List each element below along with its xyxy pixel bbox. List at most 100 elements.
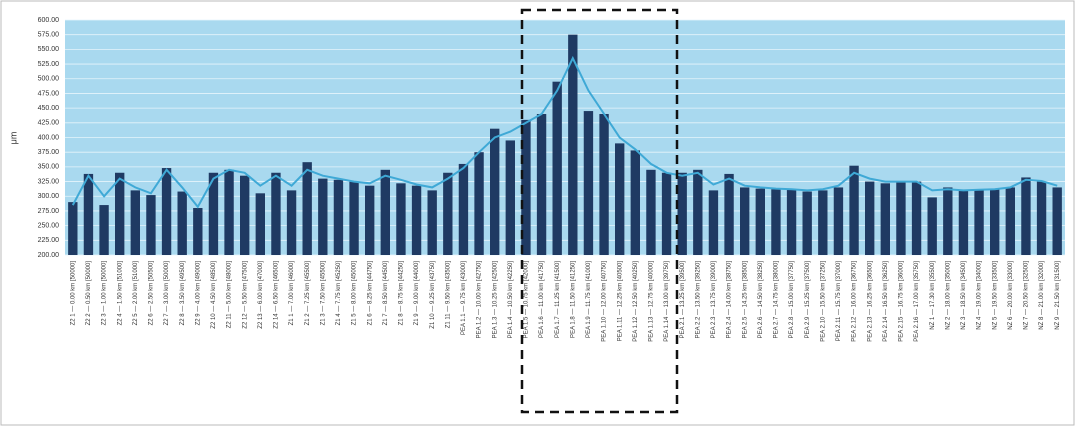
bar [568,34,578,255]
y-tick-label: 375.00 [38,149,60,156]
bar [365,185,375,255]
x-tick-label: PEA 1.6 — 11.00 km [41750] [539,261,545,338]
x-tick-label: Z2 3 — 1.00 km [50000] [102,261,108,326]
bar [490,128,500,255]
x-tick-label: Z1 10 — 9.25 km [43750] [430,261,436,329]
bar [318,178,328,255]
y-tick-label: 250.00 [38,222,60,229]
y-tick-label: 475.00 [38,90,60,97]
bar [1036,181,1047,255]
x-tick-label: PEA 1.2 — 10.00 km [42750] [477,261,483,339]
bar [443,172,453,255]
bar [583,111,594,255]
y-tick-label: 350.00 [38,164,60,171]
bar [505,140,515,255]
bar [255,193,265,255]
x-tick-label: Z2 14 — 6.50 km [46500] [274,261,280,329]
bar [99,205,109,255]
x-tick-label: PEA 1.5 — 10.75 km [42000] [524,261,530,339]
x-tick-label: PEA 1.8 — 11.50 km [41250] [570,261,576,338]
bar [411,185,422,255]
x-tick-label: PEA 2.10 — 15.50 km [37250] [820,261,826,342]
x-tick-label: NZ 3 — 18.50 km [34500] [961,261,967,330]
x-tick-label: Z2 5 — 2.00 km [51000] [133,261,139,326]
y-tick-label: 300.00 [38,193,60,200]
bar [802,191,812,255]
x-tick-label: Z1 4 — 7.75 km [45250] [336,261,342,326]
bar [224,169,234,255]
bar [771,189,781,255]
x-tick-label: PEA 1.9 — 11.75 km [41000] [586,261,592,338]
bar [615,143,625,255]
trend-line [71,55,1058,209]
bar [693,169,703,255]
bar [380,169,390,255]
y-tick-label: 500.00 [38,76,60,83]
bar [1021,177,1031,255]
bar [177,191,187,255]
x-tick-label: PEA 2.2 — 13.50 km [39250] [695,261,701,339]
bar [661,172,672,255]
bar [755,188,765,255]
x-tick-label: Z1 8 — 8.75 km [44250] [399,261,405,326]
x-tick-label: PEA 2.16 — 17.00 km [35750] [914,261,920,342]
bar [974,189,984,255]
x-tick-label: Z2 8 — 3.50 km [49500] [180,261,186,326]
bar [240,175,250,255]
bar [286,190,297,255]
y-tick-label: 600.00 [38,17,60,24]
x-tick-label: PEA 2.1 — 13.25 km [39500] [680,261,686,339]
bar [396,183,406,255]
bar [927,197,937,255]
x-tick-label: PEA 1.13 — 12.75 km [40000] [649,261,655,342]
x-tick-label: Z2 12 — 5.50 km [47500] [242,261,248,329]
x-tick-label: PEA 1.1 — 9.75 km [43000] [461,261,467,335]
x-tick-label: Z2 4 — 1.50 km [51000] [117,261,123,326]
x-tick-label: PEA 1.14 — 13.00 km [39750] [664,261,670,342]
x-tick-label: NZ 4 — 19.00 km [34000] [977,261,983,330]
y-tick-label: 575.00 [38,32,60,39]
y-tick-label: 275.00 [38,208,60,215]
bar [474,152,484,255]
bar [208,172,219,255]
bar [302,162,312,255]
x-tick-label: NZ 7 — 20.50 km [32500] [1024,261,1030,330]
bar [646,169,656,255]
x-tick-label: PEA 2.14 — 16.50 km [36250] [883,261,889,342]
bar [521,119,531,255]
bar [677,172,687,255]
x-tick-label: Z2 11 — 5.00 km [48000] [227,261,233,329]
bar [1005,187,1015,255]
bar [630,150,640,255]
bar [911,181,922,255]
bar [896,181,906,255]
y-tick-label: 400.00 [38,134,60,141]
bar [958,190,969,255]
x-tick-label: Z2 9 — 4.00 km [49000] [195,261,201,326]
x-tick-label: PEA 2.11 — 15.75 km [37000] [836,261,842,342]
x-tick-label: PEA 1.7 — 11.25 km [41500] [555,261,561,338]
x-tick-label: Z2 7 — 3.00 km [50000] [164,261,170,326]
bar [130,190,140,255]
x-tick-label: PEA 2.12 — 16.00 km [36750] [852,261,858,342]
y-tick-label: 200.00 [38,252,60,259]
x-tick-label: Z1 5 — 8.00 km [45000] [352,261,358,326]
x-tick-label: PEA 2.3 — 13.75 km [39000] [711,261,717,339]
x-tick-label: NZ 1 — 17.30 km [35500] [930,261,936,330]
bar [193,208,203,255]
bar [724,173,734,255]
x-tick-label: PEA 2.15 — 16.75 km [36000] [899,261,905,342]
bar [161,168,172,255]
bar [146,195,156,255]
bar [115,172,125,255]
bar [271,172,281,255]
bar [740,187,750,255]
bar [708,190,719,255]
x-tick-label: PEA 2.6 — 14.50 km [38250] [758,261,764,339]
y-tick-label: 525.00 [38,61,60,68]
bar [333,179,344,255]
x-tick-label: PEA 2.9 — 15.25 km [37500] [805,261,811,339]
x-tick-label: PEA 2.8 — 15.00 km [37750] [789,261,795,339]
x-tick-label: NZ 2 — 18.00 km [35000] [945,261,951,330]
